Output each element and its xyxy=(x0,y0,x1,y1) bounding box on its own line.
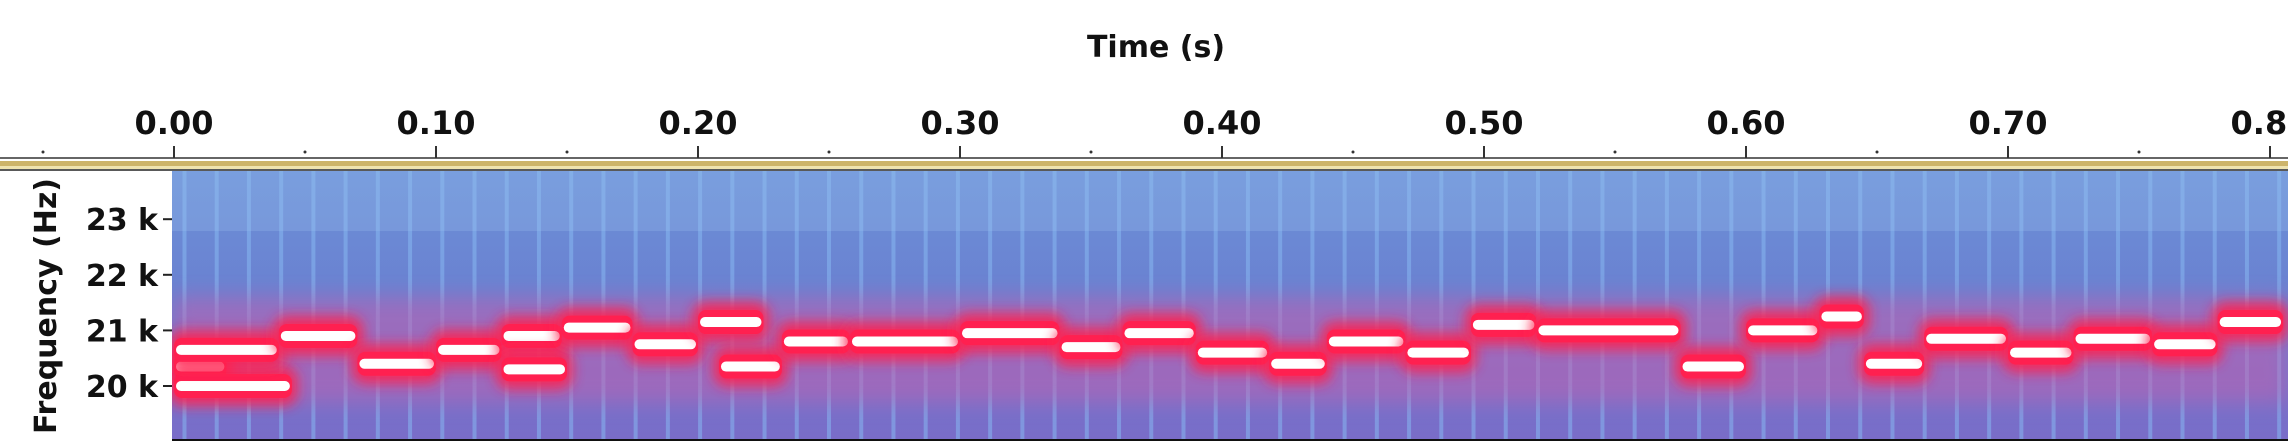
tone-core xyxy=(1197,347,1268,358)
tone-core xyxy=(962,328,1058,339)
ruler-band xyxy=(0,161,2288,166)
x-minor-tick xyxy=(1875,150,1879,154)
x-minor-tick xyxy=(1613,150,1617,154)
ruler-band-highlight xyxy=(0,166,2288,169)
y-tick-label: 22 k xyxy=(86,259,159,294)
y-tick-group: 20 k 21 k 22 k 23 k xyxy=(86,203,172,405)
tone-core xyxy=(1328,336,1404,347)
x-tick-label: 0.10 xyxy=(397,104,476,142)
tone-core xyxy=(1821,311,1862,322)
tone-core xyxy=(1407,347,1469,358)
tone-core xyxy=(1271,358,1325,369)
tone-core xyxy=(359,358,434,369)
tone-core xyxy=(438,344,500,355)
tone-core xyxy=(2154,339,2216,350)
x-minor-tick xyxy=(827,150,831,154)
tone-core xyxy=(1538,325,1679,336)
y-axis-title: Frequency (Hz) xyxy=(29,178,64,434)
x-axis-title: Time (s) xyxy=(1087,30,1225,65)
x-minor-tick xyxy=(565,150,569,154)
tone-core xyxy=(1061,342,1121,353)
x-tick-label: 0.30 xyxy=(921,104,1000,142)
x-tick-label: 0.50 xyxy=(1445,104,1524,142)
x-tick-label: 0.60 xyxy=(1707,104,1786,142)
tone-core xyxy=(1926,333,2006,344)
x-tick-label: 0.70 xyxy=(1969,104,2048,142)
x-tick-label: 0.40 xyxy=(1183,104,1262,142)
x-tick-label: 0.80 xyxy=(2231,104,2288,142)
tone-core xyxy=(1865,358,1923,369)
tone-core xyxy=(783,336,848,347)
time-ruler[interactable]: 0.00 0.10 0.20 0.30 0.40 0.50 0.60 0.70 0.80 xyxy=(0,104,2288,171)
tone-core xyxy=(503,364,565,375)
tone-core xyxy=(280,330,356,341)
tone-core xyxy=(720,361,780,372)
x-tick-label: 0.00 xyxy=(135,104,214,142)
tone-core xyxy=(851,336,958,347)
tone-core xyxy=(563,322,631,333)
tone-core xyxy=(503,330,560,341)
tone-core xyxy=(2219,317,2282,328)
x-minor-tick xyxy=(303,150,307,154)
tone-core xyxy=(176,381,290,391)
y-tick-label: 23 k xyxy=(86,203,159,238)
x-tick-group: 0.00 0.10 0.20 0.30 0.40 0.50 0.60 0.70 0.80 xyxy=(41,104,2288,158)
x-tick-label: 0.20 xyxy=(659,104,738,142)
tone-core xyxy=(634,339,696,350)
x-minor-tick xyxy=(1089,150,1093,154)
tone-core xyxy=(2010,347,2072,358)
x-minor-tick xyxy=(41,150,45,154)
x-minor-tick xyxy=(2137,150,2141,154)
spectrogram-plot xyxy=(172,171,2288,441)
tone-core xyxy=(2075,333,2151,344)
y-tick-label: 21 k xyxy=(86,314,159,349)
upper-haze xyxy=(172,171,2288,231)
tone-core xyxy=(1124,328,1194,339)
tone-core xyxy=(1472,319,1535,330)
tone-core xyxy=(1682,361,1744,372)
x-minor-tick xyxy=(1351,150,1355,154)
y-tick-label: 20 k xyxy=(86,370,159,405)
tone-core xyxy=(1748,325,1818,336)
tone-traces xyxy=(172,296,2288,406)
tone-core xyxy=(700,317,762,328)
tone-core xyxy=(176,344,277,355)
